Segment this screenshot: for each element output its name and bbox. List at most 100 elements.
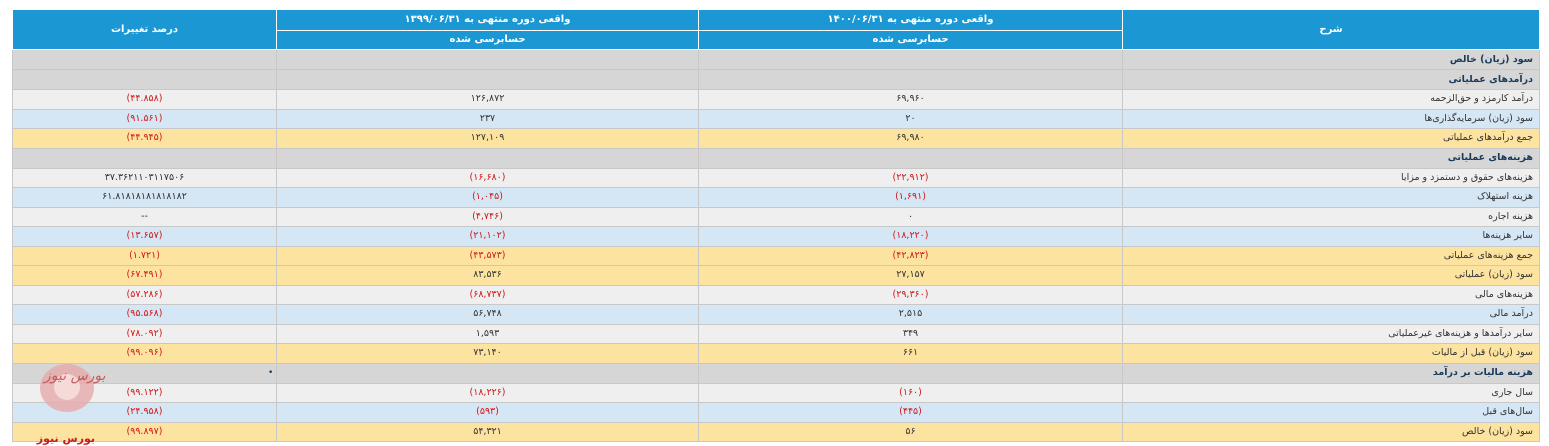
table-row: سود (زیان) قبل از مالیات ۶۶۱ ۷۳,۱۴۰ (۹۹.۰۹۶… [12, 343, 1540, 364]
cell-value-1400: ۵۶ [698, 421, 1123, 442]
cell-description: جمع هزینه‌های عملیاتی [1122, 245, 1540, 266]
income-statement-table: شرح واقعی دوره منتهی به ۱۴۰۰/۰۶/۳۱ واقعی… [12, 9, 1540, 442]
section-row: درآمدهای عملیاتی [12, 69, 1540, 90]
table-row: درآمد مالی ۲,۵۱۵ ۵۶,۷۴۸ (۹۵.۵۶۸) [12, 304, 1540, 325]
header-description: شرح [1122, 9, 1540, 50]
cell-description: درآمدهای عملیاتی [1122, 69, 1540, 90]
cell-description: سایر درآمدها و هزینه‌های غیرعملیاتی [1122, 323, 1540, 344]
cell-description: سود (زیان) خالص [1122, 49, 1540, 70]
cell-value-1400: (۱۶۰) [698, 382, 1123, 403]
cell-value-1400: ۶۶۱ [698, 343, 1123, 364]
cell-description: هزینه‌های مالی [1122, 284, 1540, 305]
cell-description: سود (زیان) عملیاتی [1122, 265, 1540, 286]
cell-description: سال جاری [1122, 382, 1540, 403]
cell-value-1399: ۸۳,۵۳۶ [276, 265, 699, 286]
cell-value-1400: (۱۸,۲۲۰) [698, 226, 1123, 247]
table-row: سال جاری (۱۶۰) (۱۸,۲۲۶) (۹۹.۱۲۲) [12, 382, 1540, 403]
section-row: سود (زیان) خالص [12, 49, 1540, 70]
cell-value-1399: ۵۶,۷۴۸ [276, 304, 699, 325]
cell-value-1399: ۱۲۷,۱۰۹ [276, 128, 699, 149]
cell-change-percent [12, 49, 277, 70]
cell-change-percent [12, 362, 277, 384]
cell-description: درآمد کارمزد و حق‌الزحمه [1122, 89, 1540, 110]
cell-value-1399: ۱۲۶,۸۷۲ [276, 89, 699, 110]
table-row: سود (زیان) سرمایه‌گذاری‌ها ۲۰ ۲۳۷ (۹۱.۵۶۱) [12, 108, 1540, 129]
cell-value-1399: (۴۳,۵۷۳) [276, 245, 699, 266]
cell-value-1399: (۴,۷۴۶) [276, 206, 699, 227]
cell-value-1399: (۱۶,۶۸۰) [276, 167, 699, 188]
header-period-1399: واقعی دوره منتهی به ۱۳۹۹/۰۶/۳۱ [276, 9, 699, 31]
cell-change-percent: (۹۱.۵۶۱) [12, 108, 277, 129]
table-row: جمع هزینه‌های عملیاتی (۴۲,۸۲۳) (۴۳,۵۷۳) (۱.… [12, 245, 1540, 266]
cell-change-percent: (۹۹.۸۹۷) [12, 421, 277, 442]
cell-value-1400: ۶۹,۹۶۰ [698, 89, 1123, 110]
cell-description: سود (زیان) سرمایه‌گذاری‌ها [1122, 108, 1540, 129]
cell-change-percent: (۹۹.۱۲۲) [12, 382, 277, 403]
cell-value-1400 [698, 362, 1123, 384]
cell-value-1400: ۶۹,۹۸۰ [698, 128, 1123, 149]
cell-value-1399 [276, 69, 699, 90]
cell-description: هزینه اجاره [1122, 206, 1540, 227]
cell-value-1399: (۶۸,۷۳۷) [276, 284, 699, 305]
cell-change-percent: (۴۴.۹۴۵) [12, 128, 277, 149]
table-row: درآمد کارمزد و حق‌الزحمه ۶۹,۹۶۰ ۱۲۶,۸۷۲ (۴۴… [12, 89, 1540, 110]
header-row: شرح واقعی دوره منتهی به ۱۴۰۰/۰۶/۳۱ واقعی… [12, 9, 1540, 50]
table-row: سود (زیان) عملیاتی ۲۷,۱۵۷ ۸۳,۵۳۶ (۶۷.۴۹۱) [12, 265, 1540, 286]
table-row: سود (زیان) خالص ۵۶ ۵۴,۳۲۱ (۹۹.۸۹۷) [12, 421, 1540, 442]
section-row: هزینه مالیات بر درآمد [12, 362, 1540, 384]
cell-value-1399: (۱,۰۴۵) [276, 187, 699, 208]
table-row: هزینه اجاره ۰ (۴,۷۴۶) -- [12, 206, 1540, 227]
cell-value-1400 [698, 69, 1123, 90]
cell-value-1400: (۲۲,۹۱۲) [698, 167, 1123, 188]
header-audited-1399: حسابرسی شده [276, 30, 699, 50]
cell-value-1399: (۵۹۳) [276, 402, 699, 423]
cell-value-1399: ۲۳۷ [276, 108, 699, 129]
cell-value-1400: (۴۴۵) [698, 402, 1123, 423]
cell-change-percent: ۳۷.۳۶۲۱۱۰۳۱۱۷۵۰۶ [12, 167, 277, 188]
cell-value-1399: ۱,۵۹۳ [276, 323, 699, 344]
cell-value-1400: ۳۴۹ [698, 323, 1123, 344]
table-row: سایر درآمدها و هزینه‌های غیرعملیاتی ۳۴۹ ۱,… [12, 323, 1540, 344]
cell-description: هزینه‌های حقوق و دستمزد و مزایا [1122, 167, 1540, 188]
header-change-percent: درصد تغییرات [12, 9, 277, 50]
section-marker-dot: • [268, 368, 274, 378]
cell-value-1399 [276, 362, 699, 384]
header-period-1400: واقعی دوره منتهی به ۱۴۰۰/۰۶/۳۱ [698, 9, 1123, 31]
cell-value-1400: (۱,۶۹۱) [698, 187, 1123, 208]
table-row: سال‌های قبل (۴۴۵) (۵۹۳) (۲۴.۹۵۸) [12, 402, 1540, 423]
cell-value-1400: ۲۰ [698, 108, 1123, 129]
cell-description: سود (زیان) خالص [1122, 421, 1540, 442]
cell-change-percent: (۵۷.۲۸۶) [12, 284, 277, 305]
cell-value-1399 [276, 147, 699, 169]
cell-value-1399: ۷۳,۱۴۰ [276, 343, 699, 364]
cell-change-percent: (۴۴.۸۵۸) [12, 89, 277, 110]
cell-value-1400: (۲۹,۳۶۰) [698, 284, 1123, 305]
cell-description: سود (زیان) قبل از مالیات [1122, 343, 1540, 364]
cell-value-1400: ۰ [698, 206, 1123, 227]
table-row: هزینه‌های مالی (۲۹,۳۶۰) (۶۸,۷۳۷) (۵۷.۲۸۶) [12, 284, 1540, 305]
financial-table-container: شرح واقعی دوره منتهی به ۱۴۰۰/۰۶/۳۱ واقعی… [12, 9, 1540, 442]
cell-description: هزینه مالیات بر درآمد [1122, 362, 1540, 384]
table-row: هزینه‌های حقوق و دستمزد و مزایا (۲۲,۹۱۲)(… [12, 167, 1540, 188]
cell-value-1400: ۲,۵۱۵ [698, 304, 1123, 325]
table-row: سایر هزینه‌ها (۱۸,۲۲۰) (۲۱,۱۰۲) (۱۳.۶۵۷) [12, 226, 1540, 247]
cell-description: هزینه‌های عملیاتی [1122, 147, 1540, 169]
cell-description: سایر هزینه‌ها [1122, 226, 1540, 247]
cell-change-percent: (۹۹.۰۹۶) [12, 343, 277, 364]
cell-change-percent: (۷۸.۰۹۲) [12, 323, 277, 344]
cell-change-percent: (۶۷.۴۹۱) [12, 265, 277, 286]
cell-value-1400 [698, 49, 1123, 70]
table-row: هزینه استهلاک (۱,۶۹۱) (۱,۰۴۵) ۶۱.۸۱۸۱۸۱۸۱۸۱… [12, 187, 1540, 208]
cell-description: جمع درآمدهای عملیاتی [1122, 128, 1540, 149]
cell-change-percent [12, 147, 277, 169]
cell-value-1400: ۲۷,۱۵۷ [698, 265, 1123, 286]
section-row: هزینه‌های عملیاتی [12, 147, 1540, 169]
cell-value-1400: (۴۲,۸۲۳) [698, 245, 1123, 266]
cell-value-1400 [698, 147, 1123, 169]
cell-description: درآمد مالی [1122, 304, 1540, 325]
cell-change-percent: -- [12, 206, 277, 227]
table-row: جمع درآمدهای عملیاتی ۶۹,۹۸۰ ۱۲۷,۱۰۹ (۴۴.۹۴۵… [12, 128, 1540, 149]
header-subrow: حسابرسی شده حسابرسی شده [13, 30, 1540, 50]
header-audited-1400: حسابرسی شده [698, 30, 1123, 50]
cell-change-percent: (۱۳.۶۵۷) [12, 226, 277, 247]
